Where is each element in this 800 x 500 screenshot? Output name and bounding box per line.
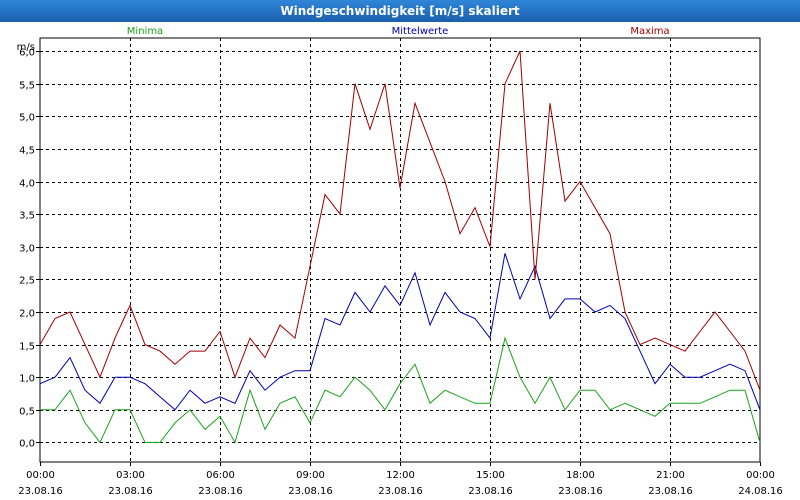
series-line-mittelwerte — [39, 253, 761, 411]
x-tick-label-date: 23.08.16 — [378, 486, 423, 497]
x-tick-label-date: 23.08.16 — [648, 486, 693, 497]
series-line-minima — [40, 336, 761, 444]
y-tick-label: 3,0 — [19, 244, 35, 255]
legend-item-mittelwerte: Mittelwerte — [392, 26, 449, 37]
y-tick-label: 5,0 — [19, 113, 35, 124]
y-tick-label: 2,0 — [19, 309, 35, 320]
y-tick-label: 3,5 — [19, 211, 35, 222]
x-tick-label-time: 00:00 — [746, 470, 775, 481]
x-tick-label-date: 23.08.16 — [558, 486, 603, 497]
x-tick-label-date: 24.08.16 — [738, 486, 783, 497]
y-tick-label: 1,5 — [19, 342, 35, 353]
series-line-maxima — [39, 50, 761, 391]
y-tick-label: 5,5 — [19, 81, 35, 92]
y-axis-label: m/s — [17, 42, 35, 53]
legend-item-maxima: Maxima — [630, 26, 669, 37]
x-tick-label-date: 23.08.16 — [468, 486, 513, 497]
x-tick-label-time: 00:00 — [26, 470, 55, 481]
chart-title: Windgeschwindigkeit [m/s] skaliert — [0, 0, 800, 22]
x-tick-label-date: 23.08.16 — [18, 486, 63, 497]
x-tick-label-time: 18:00 — [566, 470, 595, 481]
x-tick-label-date: 23.08.16 — [288, 486, 333, 497]
y-tick-label: 0,0 — [19, 439, 35, 450]
y-tick-label: 2,5 — [19, 276, 35, 287]
x-tick-label-time: 12:00 — [386, 470, 415, 481]
x-tick-label-date: 23.08.16 — [108, 486, 153, 497]
y-tick-label: 4,5 — [19, 146, 35, 157]
y-tick-label: 0,5 — [19, 407, 35, 418]
legend-item-minima: Minima — [127, 26, 163, 37]
x-tick-label-time: 06:00 — [206, 470, 235, 481]
x-tick-label-time: 21:00 — [656, 470, 685, 481]
x-tick-label-time: 15:00 — [476, 470, 505, 481]
y-tick-label: 4,0 — [19, 179, 35, 190]
x-tick-label-date: 23.08.16 — [198, 486, 243, 497]
y-tick-label: 6,0 — [19, 48, 35, 59]
x-tick-label-time: 03:00 — [116, 470, 145, 481]
y-tick-label: 1,0 — [19, 374, 35, 385]
x-tick-label-time: 09:00 — [296, 470, 325, 481]
